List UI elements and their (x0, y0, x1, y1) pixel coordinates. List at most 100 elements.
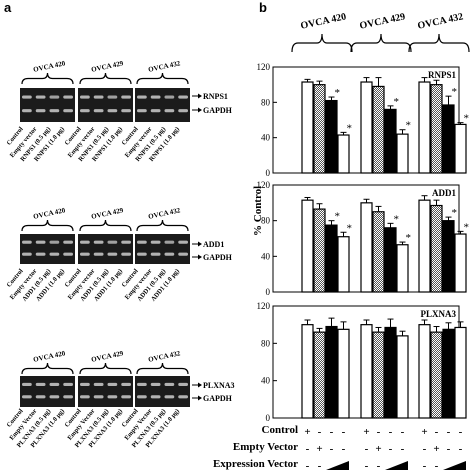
bar (325, 224, 338, 293)
gel-band (63, 395, 73, 399)
condition-mark: + (316, 443, 322, 455)
chart-brace (350, 33, 412, 53)
significance-star: * (394, 213, 400, 225)
y-axis-label: % Control (252, 185, 264, 236)
bar (384, 326, 397, 419)
gel-band (178, 109, 188, 113)
chart-title: PLXNA3 (421, 309, 457, 319)
gel-band (121, 395, 131, 399)
gel-band (93, 240, 104, 244)
dose-ramp (326, 461, 349, 470)
bar (301, 324, 314, 419)
condition-mark: - (377, 426, 381, 438)
y-tick-label: 120 (257, 301, 271, 311)
gel-band (22, 382, 32, 387)
gel-band (164, 109, 175, 113)
gel-image (135, 234, 190, 264)
condition-mark: + (304, 426, 310, 438)
bar (454, 123, 467, 174)
gel-image (135, 376, 190, 407)
gel-band (80, 109, 90, 113)
band-arrow-head (198, 107, 202, 113)
gel-band (121, 95, 131, 99)
bar (442, 328, 455, 419)
condition-mark: - (447, 426, 451, 438)
condition-mark: - (423, 443, 427, 455)
gel-band (137, 109, 147, 113)
condition-mark: - (318, 426, 322, 438)
condition-mark: - (306, 443, 310, 455)
bar (418, 199, 431, 293)
band-label: GAPDH (203, 394, 233, 403)
gel-band (121, 240, 131, 244)
gel-band (35, 240, 46, 244)
gel-band (107, 240, 118, 244)
gel-band (49, 252, 60, 256)
condition-mark: - (377, 460, 381, 472)
panel-a-label: a (4, 0, 12, 15)
gel-band (107, 395, 118, 399)
significance-star: * (464, 113, 470, 125)
significance-star: * (335, 87, 341, 99)
gel-band (107, 109, 118, 113)
gel-band (22, 240, 32, 244)
gel-image (78, 234, 133, 264)
band-label: PLXNA3 (203, 381, 235, 390)
significance-star: * (347, 122, 353, 134)
gel-band (22, 109, 32, 113)
gel-band (164, 95, 175, 99)
bar (396, 244, 409, 293)
chart-title: ADD1 (432, 188, 456, 198)
gel-band (150, 382, 161, 387)
blot-brace (79, 219, 132, 232)
bar (337, 134, 350, 174)
condition-marks: + - - - + - - - + - - -- + - - - + - - - + - -- - - - - - (304, 426, 466, 472)
bar (313, 331, 326, 419)
gel-band (178, 95, 188, 99)
blot-brace (79, 72, 132, 85)
blot-brace (136, 219, 189, 232)
dose-ramp (443, 461, 466, 470)
gel-band (150, 252, 161, 256)
gel-band (178, 382, 188, 387)
bar (442, 220, 455, 293)
significance-star: * (452, 207, 458, 219)
condition-mark: - (330, 426, 334, 438)
bar (372, 331, 385, 419)
gel-band (35, 95, 46, 99)
gel-band (178, 252, 188, 256)
bar (430, 331, 443, 419)
significance-star: * (394, 96, 400, 108)
condition-mark: - (423, 460, 427, 472)
condition-mark: - (365, 443, 369, 455)
significance-star: * (347, 222, 353, 234)
y-tick-label: 120 (257, 180, 271, 190)
bar (372, 85, 385, 174)
gel-band (80, 95, 90, 99)
bar (372, 211, 385, 293)
gel-image (78, 376, 133, 407)
y-tick-label: 0 (266, 413, 271, 423)
gel-band (137, 252, 147, 256)
gel-band (121, 382, 131, 387)
condition-label-expression: Expression Vector (212, 458, 298, 470)
condition-table: Control Empty Vector Expression Vector (213, 423, 474, 474)
gel-image (20, 88, 75, 122)
gel-band (80, 240, 90, 244)
condition-mark: - (459, 426, 463, 438)
gel-band (35, 109, 46, 113)
band-label: RNPS1 (203, 92, 228, 101)
bar (325, 325, 338, 419)
y-tick-label: 40 (261, 133, 271, 143)
condition-mark: + (363, 426, 369, 438)
gel-band (63, 382, 73, 387)
bar (301, 199, 314, 293)
bar (360, 202, 373, 293)
band-label: ADD1 (203, 240, 224, 249)
band-arrow-head (198, 254, 202, 260)
gel-band (63, 109, 73, 113)
gel-band (93, 252, 104, 256)
bar (360, 324, 373, 419)
bar (313, 84, 326, 174)
band-label: GAPDH (203, 106, 233, 115)
